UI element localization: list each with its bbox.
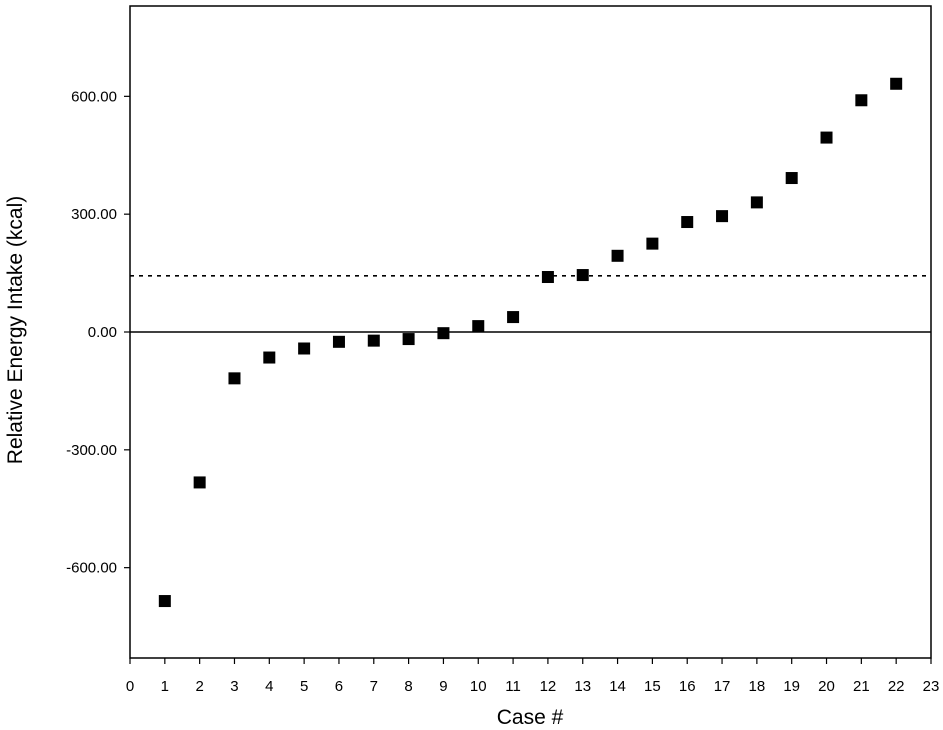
- x-tick-label: 9: [439, 678, 447, 695]
- y-tick-label: -600.00: [66, 560, 117, 577]
- x-axis-title: Case #: [497, 706, 564, 729]
- data-point: [855, 94, 868, 107]
- x-tick-label: 1: [161, 678, 169, 695]
- data-point: [611, 249, 624, 262]
- x-tick-label: 19: [783, 678, 800, 695]
- y-tick-label: 600.00: [71, 88, 117, 105]
- x-axis: 0 1 2 3 4 5 6 7 8 9 10 11 12 13 14 15 16 17 18 19 20 21 22 23: [126, 658, 940, 695]
- data-point: [541, 271, 554, 284]
- x-tick-label: 14: [609, 678, 626, 695]
- data-point: [367, 334, 380, 347]
- y-axis-title: Relative Energy Intake (kcal): [4, 196, 27, 464]
- x-tick-label: 12: [540, 678, 557, 695]
- data-point: [750, 196, 763, 209]
- x-tick-label: 11: [505, 678, 521, 695]
- data-point: [193, 476, 206, 489]
- x-tick-label: 22: [888, 678, 905, 695]
- data-point: [298, 342, 311, 355]
- data-point: [646, 237, 659, 250]
- data-point: [507, 311, 520, 324]
- data-point: [820, 131, 833, 144]
- x-tick-label: 8: [404, 678, 412, 695]
- data-point: [228, 372, 241, 385]
- data-point: [576, 269, 589, 282]
- x-tick-label: 10: [470, 678, 487, 695]
- x-tick-label: 18: [749, 678, 766, 695]
- data-points: [158, 77, 903, 608]
- y-tick-label: 0.00: [88, 324, 117, 341]
- reference-lines: [130, 275, 931, 333]
- x-tick-label: 6: [335, 678, 343, 695]
- data-point: [332, 335, 345, 348]
- x-tick-label: 5: [300, 678, 308, 695]
- data-point: [158, 595, 171, 608]
- y-tick-label: 300.00: [71, 206, 117, 223]
- data-point: [785, 172, 798, 185]
- x-tick-label: 21: [853, 678, 870, 695]
- data-point: [263, 351, 276, 364]
- x-tick-label: 0: [126, 678, 134, 695]
- data-point: [681, 216, 694, 229]
- x-tick-label: 17: [714, 678, 731, 695]
- x-tick-label: 2: [195, 678, 203, 695]
- x-tick-label: 23: [923, 678, 940, 695]
- data-point: [716, 210, 729, 223]
- y-axis: -600.00 -300.00 0.00 300.00 600.00: [66, 88, 130, 577]
- data-point: [437, 327, 450, 340]
- y-tick-label: -300.00: [66, 442, 117, 459]
- data-point: [472, 320, 485, 333]
- data-point: [890, 77, 903, 90]
- x-tick-label: 16: [679, 678, 696, 695]
- x-tick-label: 15: [644, 678, 661, 695]
- x-tick-label: 13: [574, 678, 591, 695]
- x-tick-label: 3: [230, 678, 238, 695]
- x-tick-label: 7: [370, 678, 378, 695]
- x-tick-label: 4: [265, 678, 273, 695]
- x-tick-label: 20: [818, 678, 835, 695]
- data-point: [402, 333, 415, 346]
